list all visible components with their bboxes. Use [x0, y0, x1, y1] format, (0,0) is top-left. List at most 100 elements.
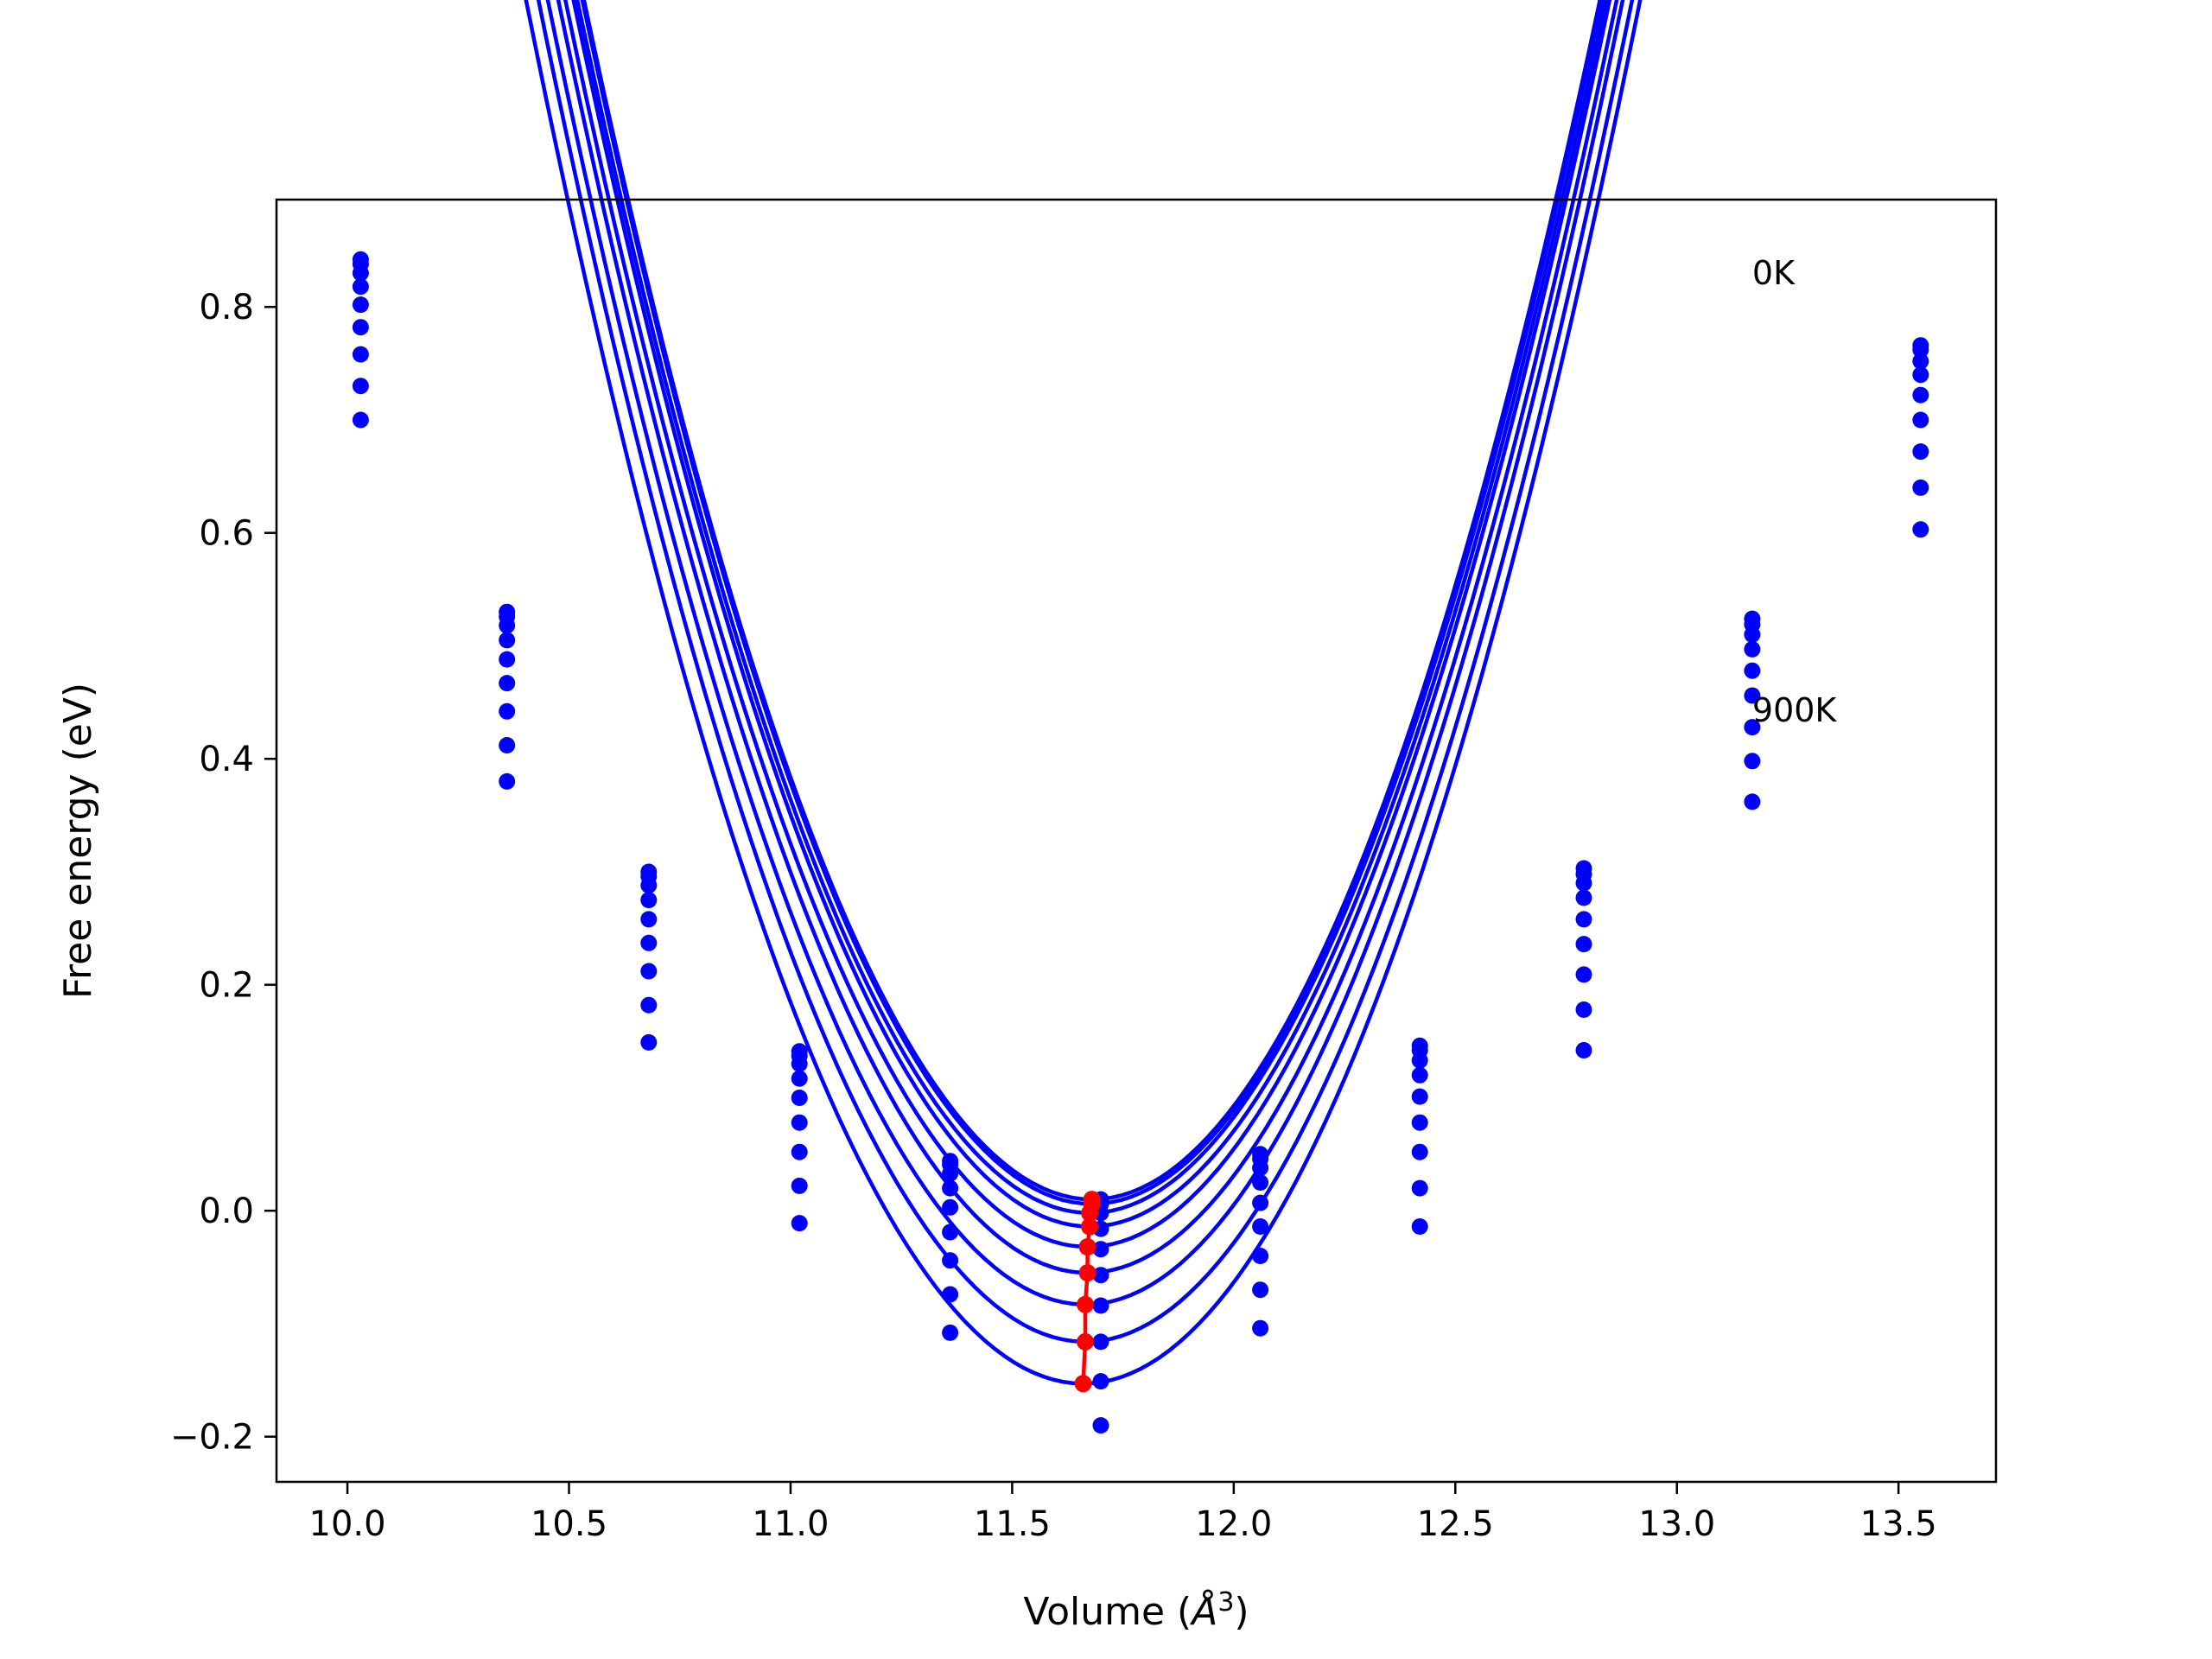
data-point — [640, 892, 658, 909]
fit-curve-1 — [580, 0, 1604, 1206]
y-tick-label: 0.6 — [199, 514, 254, 554]
minimum-point — [1077, 1332, 1094, 1351]
data-point — [1575, 1001, 1592, 1018]
x-axis-label: Volume (Å3) — [1023, 1587, 1249, 1634]
data-point — [1411, 1066, 1428, 1084]
data-point — [1092, 1267, 1109, 1284]
data-point — [352, 296, 369, 314]
x-tick-label: 10.5 — [531, 1504, 607, 1544]
data-point — [1092, 1297, 1109, 1314]
data-point — [1092, 1241, 1109, 1258]
data-point — [499, 632, 516, 649]
data-point — [1744, 662, 1761, 679]
data-point — [1411, 1114, 1428, 1131]
x-tick-label: 12.5 — [1417, 1504, 1494, 1544]
y-tick-label: 0.2 — [199, 966, 254, 1006]
fit-curve-5 — [556, 0, 1619, 1275]
minimum-trace — [1074, 1191, 1101, 1393]
data-point — [942, 1198, 959, 1216]
data-point — [1912, 411, 1929, 429]
data-point — [1092, 1373, 1109, 1390]
data-point — [499, 772, 516, 790]
data-point — [1575, 874, 1592, 892]
data-point — [1912, 366, 1929, 384]
data-point — [352, 411, 369, 429]
x-tick-label: 13.0 — [1638, 1504, 1715, 1544]
fit-curve-3 — [571, 0, 1608, 1229]
data-point — [499, 737, 516, 753]
data-point — [1575, 966, 1592, 983]
data-point — [942, 1324, 959, 1341]
x-tick-label: 12.0 — [1195, 1504, 1272, 1544]
data-point — [1252, 1248, 1269, 1264]
data-point — [1575, 911, 1592, 928]
data-point — [1575, 889, 1592, 906]
data-point — [1575, 936, 1592, 953]
data-point — [352, 264, 369, 282]
data-point — [499, 702, 516, 720]
data-point — [942, 1252, 959, 1269]
data-point — [640, 911, 658, 928]
data-point — [352, 278, 369, 296]
data-point — [1575, 1042, 1592, 1058]
data-point — [1912, 386, 1929, 404]
data-point — [1744, 793, 1761, 810]
data-point — [352, 346, 369, 363]
y-tick-label: 0.0 — [199, 1192, 254, 1231]
data-point — [1252, 1218, 1269, 1235]
data-point — [1411, 1179, 1428, 1197]
x-tick-label: 10.0 — [309, 1504, 386, 1544]
data-point — [1744, 753, 1761, 770]
data-point — [791, 1177, 808, 1194]
data-point — [1252, 1319, 1269, 1337]
data-point — [640, 934, 658, 951]
data-point — [942, 1179, 959, 1197]
data-point — [1912, 479, 1929, 496]
data-point — [942, 1286, 959, 1303]
data-point — [1092, 1333, 1109, 1351]
data-point — [1092, 1417, 1109, 1434]
x-tick-label: 13.5 — [1860, 1504, 1937, 1544]
data-point — [791, 1090, 808, 1106]
data-point — [1411, 1143, 1428, 1160]
fit-curve-4 — [563, 0, 1612, 1249]
data-point — [1912, 521, 1929, 538]
y-axis-label: Free energy (eV) — [56, 683, 100, 999]
fit-curve-7 — [536, 0, 1635, 1344]
data-point — [791, 1215, 808, 1232]
data-point — [1912, 353, 1929, 370]
minimum-point — [1077, 1295, 1094, 1313]
data-point — [1252, 1174, 1269, 1191]
data-point — [640, 963, 658, 980]
data-point — [1744, 640, 1761, 658]
data-point — [942, 1224, 959, 1241]
temperature-annotation: 900K — [1752, 691, 1838, 729]
x-tick-label: 11.0 — [752, 1504, 829, 1544]
data-point — [499, 675, 516, 692]
minimum-point — [1081, 1204, 1099, 1222]
x-axis-ticks: 10.0 10.5 11.0 11.5 12.0 12.5 13.0 13.5 — [309, 1482, 1937, 1544]
minimum-point — [1078, 1264, 1096, 1282]
data-point — [791, 1114, 808, 1131]
data-point — [1411, 1052, 1428, 1069]
data-point — [791, 1055, 808, 1072]
temperature-annotation: 0K — [1752, 254, 1796, 292]
data-point — [499, 617, 516, 634]
data-point — [942, 1165, 959, 1182]
minimum-point — [1078, 1238, 1096, 1255]
data-points — [352, 251, 1929, 1434]
x-tick-label: 11.5 — [974, 1504, 1051, 1544]
y-tick-label: 0.8 — [199, 288, 254, 327]
data-point — [1411, 1088, 1428, 1105]
fit-curve-8 — [524, 0, 1643, 1386]
data-point — [352, 319, 369, 336]
fit-curve-2 — [575, 0, 1605, 1216]
minimum-point — [1081, 1217, 1099, 1236]
data-point — [791, 1070, 808, 1087]
data-point — [640, 996, 658, 1014]
annotations: 0K 900K — [1752, 254, 1838, 729]
data-point — [791, 1143, 808, 1160]
data-point — [1252, 1194, 1269, 1211]
data-point — [640, 1033, 658, 1051]
